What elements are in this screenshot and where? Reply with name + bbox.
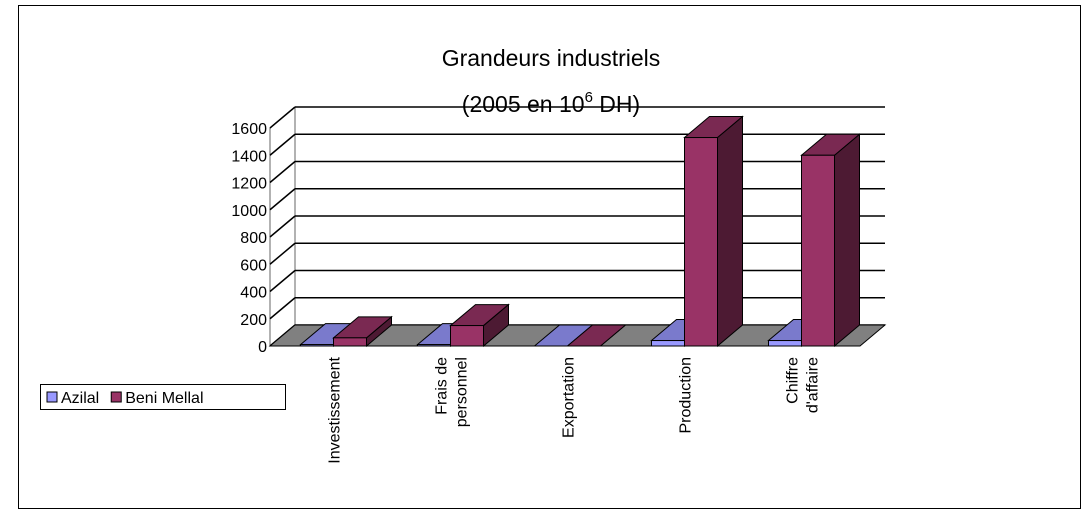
y-tick-label: 1600 xyxy=(231,121,267,138)
grid-line xyxy=(269,269,296,293)
bar-top xyxy=(566,324,627,347)
bar xyxy=(566,324,627,347)
bar xyxy=(449,303,510,348)
x-tick-label: personnel xyxy=(454,357,471,427)
bar-side xyxy=(717,115,743,348)
bar-front xyxy=(651,340,685,347)
grid-line xyxy=(269,242,296,265)
bar-side xyxy=(834,133,860,348)
legend-swatch xyxy=(110,391,122,403)
chart-title: Grandeurs industriels xyxy=(442,45,661,71)
bar xyxy=(683,115,744,348)
y-tick-label: 800 xyxy=(240,230,267,247)
x-tick-label: d'affaire xyxy=(805,357,822,413)
bar-front xyxy=(450,325,484,347)
y-tick-label: 600 xyxy=(240,257,267,274)
grid-line xyxy=(269,188,296,211)
bar-front xyxy=(684,137,718,347)
y-tick-label: 1000 xyxy=(231,203,267,220)
grid-line xyxy=(269,160,296,184)
grid-line xyxy=(269,133,296,156)
grid-line xyxy=(269,106,296,129)
bar xyxy=(332,315,393,348)
y-tick-label: 200 xyxy=(240,312,267,329)
chart-border xyxy=(18,5,1081,509)
x-tick-label: Production xyxy=(678,357,695,434)
bar-front xyxy=(417,344,451,347)
legend-label: Beni Mellal xyxy=(125,390,203,407)
x-tick-label: Investissement xyxy=(327,356,344,463)
y-tick-label: 1400 xyxy=(231,148,267,165)
y-tick-label: 0 xyxy=(258,339,267,356)
chart-subtitle: (2005 en 106 DH) xyxy=(462,89,640,117)
grid-line xyxy=(269,215,296,238)
bar xyxy=(800,133,861,348)
bar-front xyxy=(333,337,367,347)
x-tick-label: Chiffre xyxy=(785,357,802,404)
x-tick-label: Exportation xyxy=(561,357,578,438)
legend xyxy=(40,384,286,410)
bar-front xyxy=(300,344,334,347)
grid-line xyxy=(269,297,296,320)
y-tick-label: 400 xyxy=(240,285,267,302)
legend-swatch xyxy=(46,391,58,403)
y-tick-label: 1200 xyxy=(231,176,267,193)
bar-front xyxy=(768,340,802,347)
x-tick-label: Frais de xyxy=(434,357,451,415)
legend-label: Azilal xyxy=(61,390,99,407)
bar-front xyxy=(801,154,835,347)
